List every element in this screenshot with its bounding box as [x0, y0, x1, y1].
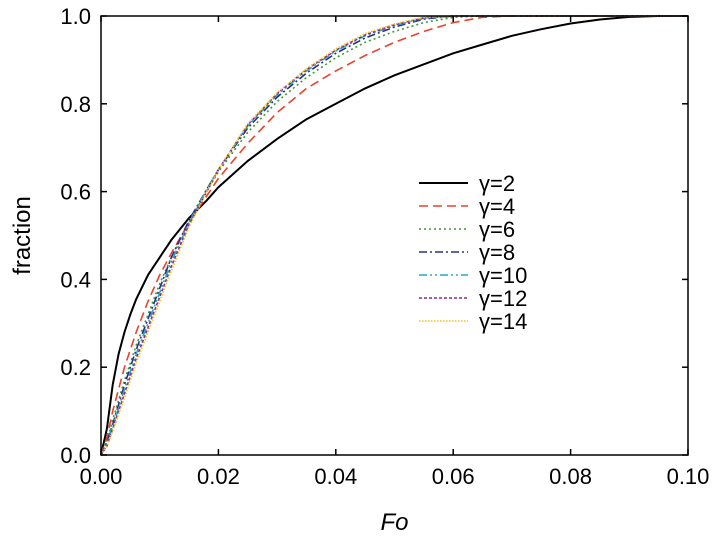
x-tick-label: 0.04	[314, 464, 357, 489]
legend-label-5: γ=12	[479, 286, 527, 311]
legend-label-2: γ=6	[479, 217, 515, 242]
x-tick-label: 0.10	[667, 464, 710, 489]
series-line-1	[100, 15, 688, 456]
series-line-6	[100, 15, 688, 456]
ticks-layer: 0.00 0.02 0.04 0.06 0.08 0.10 0.0 0.2 0.4 0.6 0.8 1…	[60, 4, 709, 489]
y-tick-label: 0.8	[60, 92, 91, 117]
x-axis-label: Fo	[380, 509, 408, 536]
legend: γ=2γ=4γ=6γ=8γ=10γ=12γ=14	[419, 171, 527, 334]
legend-label-4: γ=10	[479, 263, 527, 288]
legend-label-6: γ=14	[479, 309, 527, 334]
y-tick-label: 1.0	[60, 4, 91, 29]
y-axis-label: fraction	[9, 196, 36, 275]
x-tick-label: 0.02	[197, 464, 240, 489]
y-tick-label: 0.6	[60, 180, 91, 205]
series-line-0	[100, 15, 688, 456]
series-line-2	[100, 15, 688, 456]
y-tick-label: 0.2	[60, 355, 91, 380]
x-tick-label: 0.08	[549, 464, 592, 489]
y-tick-label: 0.0	[60, 443, 91, 468]
legend-label-0: γ=2	[479, 171, 515, 196]
y-tick-label: 0.4	[60, 267, 91, 292]
series-line-5	[100, 15, 688, 456]
series-line-4	[100, 15, 688, 456]
legend-label-1: γ=4	[479, 194, 515, 219]
series-layer	[100, 15, 688, 456]
series-line-3	[100, 15, 688, 456]
plot-frame	[100, 15, 689, 456]
legend-label-3: γ=8	[479, 240, 515, 265]
x-tick-label: 0.00	[80, 464, 123, 489]
x-tick-label: 0.06	[432, 464, 475, 489]
